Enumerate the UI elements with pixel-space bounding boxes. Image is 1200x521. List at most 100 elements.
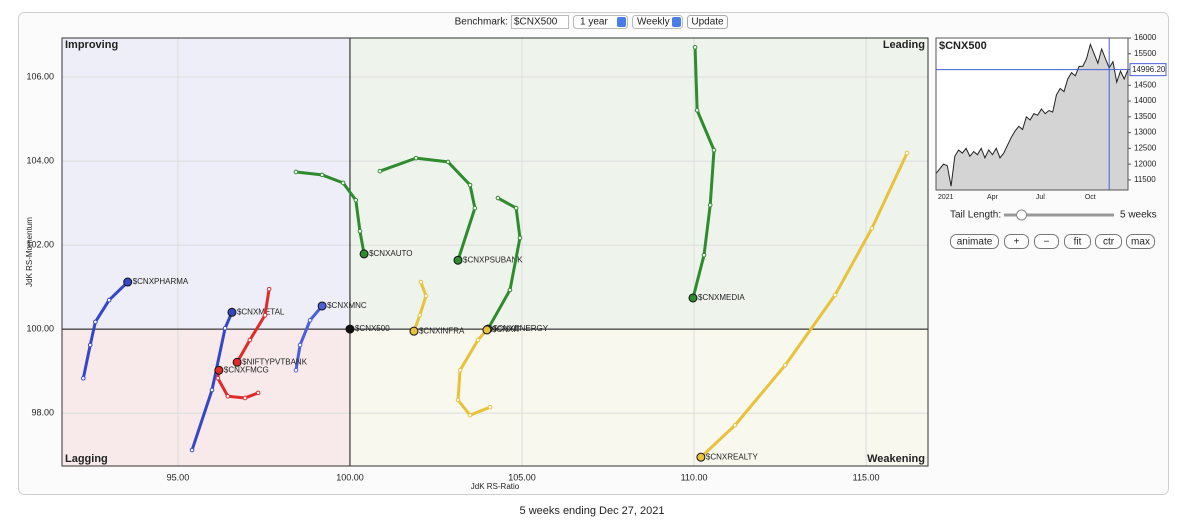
tail-point (445, 159, 451, 165)
update-label: Update (691, 17, 724, 28)
tail-point (782, 362, 788, 368)
tail-point (692, 44, 698, 50)
control-button[interactable] (1064, 234, 1091, 249)
tail-point (297, 342, 303, 348)
quadrant-label: Weakening (867, 453, 925, 465)
tail-point (319, 172, 325, 178)
tail-point (189, 447, 195, 453)
head-point (482, 325, 492, 335)
select-arrow (617, 17, 626, 27)
quadrant-label: Leading (883, 39, 925, 51)
tail-point (222, 325, 228, 331)
mini-frame (935, 37, 1129, 191)
y-tick-label: 15500 (1134, 49, 1157, 58)
benchmark-input[interactable] (511, 15, 569, 29)
series-label: $CNXMNC (327, 301, 367, 310)
y-tick-label: 16000 (1134, 33, 1157, 42)
y-tick-label: 104.00 (26, 155, 54, 165)
tail-point (293, 367, 299, 373)
y-tick-label: 98.00 (31, 407, 54, 417)
control-button[interactable] (950, 234, 999, 249)
control-button[interactable] (1126, 234, 1155, 249)
tail-point (517, 235, 523, 241)
control-button-label: fit (1074, 237, 1082, 248)
head-point (359, 249, 369, 259)
control-button-label: max (1131, 237, 1150, 248)
control-button[interactable] (1095, 234, 1122, 249)
head-point (409, 326, 419, 336)
quadrant-lagging (62, 329, 350, 466)
frequency-select[interactable] (632, 15, 683, 29)
x-tick-label: 2021 (938, 194, 954, 201)
tail-length-value: 5 weeks (1120, 210, 1157, 221)
tail-point (832, 292, 838, 298)
tail (412, 280, 428, 333)
tail-point (472, 205, 478, 211)
control-button-label: animate (957, 237, 993, 248)
period-select[interactable] (573, 15, 628, 29)
controls: Benchmark: $CNX500 1 year Weekly Update … (455, 15, 1157, 221)
tail-point (455, 397, 461, 403)
tail (235, 287, 271, 364)
control-button[interactable] (1004, 234, 1029, 249)
quadrant-improving (62, 38, 350, 330)
tail-point (106, 297, 112, 303)
plot-frame (61, 37, 929, 467)
mini-title: $CNX500 (939, 40, 987, 52)
series-label: $CNXAUTO (369, 249, 412, 258)
tail-point (475, 337, 481, 343)
x-axis-title: JdK RS-Ratio (471, 482, 520, 491)
series-label: $CNXIT (492, 325, 521, 334)
select-arrow (672, 17, 681, 27)
control-button[interactable] (1034, 234, 1059, 249)
tail-point (215, 375, 221, 381)
head-point (214, 365, 224, 375)
x-tick-label: Jul (1036, 194, 1045, 201)
frequency-value: Weekly (637, 17, 670, 28)
head-point (453, 255, 463, 265)
quadrant-label: Improving (65, 39, 118, 51)
tail (378, 156, 477, 262)
tail-point (869, 225, 875, 231)
tail-point (357, 228, 363, 234)
head-point (345, 324, 355, 334)
quadrant-weakening (349, 329, 929, 466)
slider-thumb[interactable] (1016, 209, 1028, 221)
tail-point (694, 107, 700, 113)
tail-point (423, 293, 429, 299)
benchmark-value: $CNX500 (514, 17, 558, 28)
control-button-label: − (1044, 237, 1050, 248)
tail-point (225, 393, 231, 399)
tail-point (262, 312, 268, 318)
y-tick-label: 14000 (1134, 96, 1157, 105)
tail-point (904, 150, 910, 156)
tail-length-label: Tail Length: (950, 210, 1001, 221)
head-point (317, 301, 327, 311)
update-button[interactable] (687, 15, 728, 29)
tail-point (701, 252, 707, 258)
tail-point (711, 147, 717, 153)
tail-point (495, 195, 501, 201)
y-tick-label: 106.00 (26, 71, 54, 81)
series-label: $CNX500 (355, 324, 390, 333)
y-axis-title: JdK RS-Momentum (25, 217, 34, 287)
price-line (935, 42, 1129, 187)
tail (294, 304, 324, 372)
tail-point (255, 390, 261, 396)
tail-point (418, 279, 424, 285)
head-point (227, 307, 237, 317)
series-label: $CNXENERGY (493, 324, 549, 333)
y-tick-label: 13500 (1134, 112, 1157, 121)
tail-point (293, 169, 299, 175)
tail-point (242, 395, 248, 401)
y-tick-label: 11500 (1134, 175, 1156, 184)
tail-point (307, 317, 313, 323)
y-tick-label: 14500 (1134, 80, 1157, 89)
quadrant-leading (349, 38, 929, 330)
footer: 5 weeks ending Dec 27, 2021 (520, 505, 665, 517)
tail-point (340, 180, 346, 186)
y-tick-label: 102.00 (26, 239, 54, 249)
tail-point (413, 155, 419, 161)
tail (294, 170, 366, 256)
